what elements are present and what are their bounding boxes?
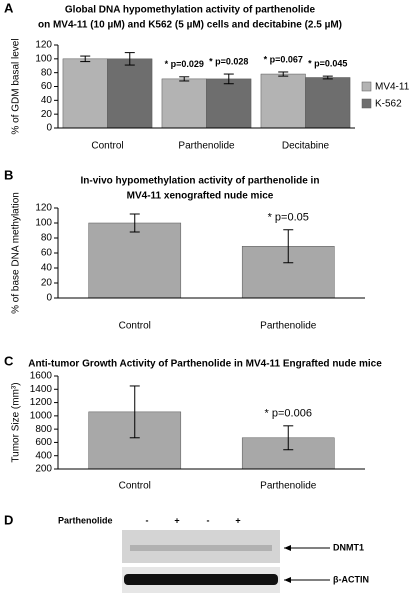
y-axis-title: % of base DNA methylation (11, 192, 22, 314)
bar (161, 78, 207, 129)
y-tick-label: 1600 (30, 371, 53, 382)
x-tick-label: Parthenolide (178, 141, 235, 152)
y-tick-label: 100 (35, 218, 52, 229)
y-tick-label: 120 (35, 203, 52, 214)
y-tick-label: 60 (41, 248, 53, 259)
bar (88, 222, 182, 299)
lane-label: - (146, 515, 149, 525)
bar (260, 73, 306, 129)
band-label: DNMT1 (333, 542, 364, 552)
blot-band (130, 545, 272, 551)
chart-title: MV4-11 xenografted nude mice (127, 191, 274, 202)
legend-swatch (361, 81, 372, 92)
lane-label: + (174, 515, 179, 525)
lane-label: - (207, 515, 210, 525)
bar (305, 77, 351, 129)
y-tick-label: 1200 (30, 397, 53, 408)
x-tick-label: Control (91, 141, 123, 152)
y-tick-label: 800 (35, 424, 52, 435)
y-tick-label: 0 (46, 123, 52, 134)
y-tick-label: 120 (35, 40, 52, 51)
y-tick-label: 40 (41, 263, 53, 274)
x-tick-label: Control (119, 321, 151, 332)
panel-label: D (4, 512, 13, 527)
legend-swatch (361, 98, 372, 109)
x-tick-label: Decitabine (282, 141, 330, 152)
bar (62, 58, 108, 129)
y-axis-title: % of GDM basal level (11, 38, 22, 134)
x-tick-label: Control (119, 481, 151, 492)
legend-label: MV4-11 (375, 82, 410, 93)
y-tick-label: 80 (41, 67, 53, 78)
x-tick-label: Parthenolide (260, 481, 317, 492)
annotation: * p=0.028 (209, 56, 248, 66)
y-tick-label: 1000 (30, 410, 53, 421)
y-tick-label: 0 (46, 293, 52, 304)
x-tick-label: Parthenolide (260, 321, 317, 332)
y-tick-label: 600 (35, 437, 52, 448)
treatment-label: Parthenolide (58, 515, 113, 525)
chart-title: on MV4-11 (10 µM) and K562 (5 µM) cells … (38, 20, 342, 31)
y-tick-label: 20 (41, 109, 53, 120)
y-axis-title: Tumor Size (mm³) (11, 382, 22, 462)
blot-band (124, 574, 278, 585)
arrow-head (284, 577, 291, 583)
panel-label: C (4, 353, 14, 368)
annotation: * p=0.045 (308, 59, 347, 69)
panel-label: B (4, 167, 13, 182)
chart-title: Global DNA hypomethylation activity of p… (65, 5, 316, 16)
y-tick-label: 40 (41, 95, 53, 106)
annotation: * p=0.067 (264, 54, 303, 64)
chart-title: Anti-tumor Growth Activity of Parthenoli… (28, 359, 382, 370)
bar (206, 78, 252, 129)
arrow-head (284, 545, 291, 551)
legend-label: K-562 (375, 99, 402, 110)
y-tick-label: 400 (35, 450, 52, 461)
chart-title: In-vivo hypomethylation activity of part… (81, 176, 320, 187)
band-label: β-ACTIN (333, 574, 369, 584)
annotation: * p=0.05 (268, 212, 309, 224)
y-tick-label: 20 (41, 278, 53, 289)
annotation: * p=0.006 (265, 408, 312, 420)
annotation: * p=0.029 (165, 59, 204, 69)
y-tick-label: 80 (41, 233, 53, 244)
bar (107, 58, 153, 129)
panel-label: A (4, 0, 14, 15)
y-tick-label: 200 (35, 464, 52, 475)
y-tick-label: 60 (41, 81, 53, 92)
y-tick-label: 100 (35, 53, 52, 64)
y-tick-label: 1400 (30, 384, 53, 395)
lane-label: + (235, 515, 240, 525)
